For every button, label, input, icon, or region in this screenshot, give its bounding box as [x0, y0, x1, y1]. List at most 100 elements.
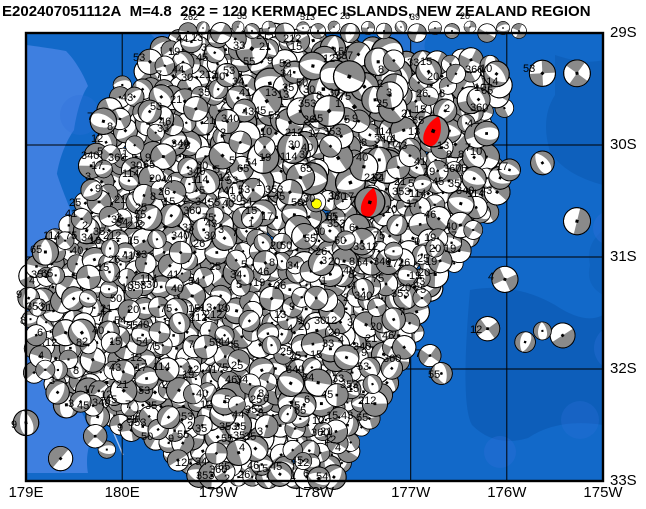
svg-text:3: 3	[201, 42, 207, 54]
svg-text:31S: 31S	[610, 248, 637, 265]
svg-text:26: 26	[274, 280, 286, 292]
svg-text:9: 9	[11, 419, 17, 431]
svg-text:40: 40	[213, 71, 225, 83]
svg-text:41: 41	[122, 250, 134, 262]
svg-text:7: 7	[97, 312, 103, 324]
svg-text:33: 33	[135, 249, 147, 261]
svg-text:8: 8	[258, 388, 264, 400]
svg-text:353: 353	[298, 98, 316, 110]
svg-text:55: 55	[221, 433, 233, 445]
svg-text:7: 7	[87, 111, 93, 123]
svg-text:53: 53	[357, 361, 369, 373]
svg-text:55: 55	[428, 369, 440, 381]
svg-text:340: 340	[221, 113, 239, 125]
svg-text:7: 7	[265, 468, 271, 480]
svg-text:212: 212	[103, 230, 121, 242]
svg-text:340: 340	[171, 138, 189, 150]
svg-text:360: 360	[183, 205, 201, 217]
svg-text:34: 34	[280, 68, 292, 80]
svg-text:9: 9	[145, 152, 151, 164]
svg-text:10: 10	[480, 63, 492, 75]
svg-text:65: 65	[412, 115, 424, 127]
svg-text:75: 75	[372, 273, 384, 285]
svg-text:3: 3	[257, 426, 263, 438]
svg-text:340: 340	[171, 230, 189, 242]
svg-text:30: 30	[303, 193, 315, 205]
svg-text:21: 21	[320, 426, 332, 438]
svg-text:13: 13	[277, 89, 289, 101]
svg-text:43: 43	[480, 185, 492, 197]
svg-text:360: 360	[383, 353, 401, 365]
svg-text:75: 75	[288, 400, 300, 412]
svg-text:30S: 30S	[610, 136, 637, 153]
svg-text:55: 55	[134, 209, 146, 221]
svg-text:54: 54	[188, 276, 200, 288]
svg-text:50: 50	[141, 431, 153, 443]
svg-text:8: 8	[458, 149, 464, 161]
svg-text:44: 44	[232, 409, 244, 421]
svg-text:5: 5	[229, 155, 235, 167]
svg-text:15: 15	[127, 235, 139, 247]
svg-text:35: 35	[145, 400, 157, 412]
svg-text:20: 20	[127, 304, 139, 316]
svg-text:4: 4	[350, 280, 356, 292]
svg-text:20: 20	[298, 321, 310, 333]
svg-text:65: 65	[300, 163, 312, 175]
svg-text:45: 45	[321, 389, 333, 401]
svg-text:20: 20	[328, 256, 340, 268]
svg-text:45: 45	[273, 191, 285, 203]
svg-text:20: 20	[370, 321, 382, 333]
svg-text:9: 9	[267, 55, 273, 67]
svg-text:19: 19	[409, 270, 421, 282]
svg-text:2: 2	[377, 78, 383, 90]
svg-text:19: 19	[444, 243, 456, 255]
svg-text:55: 55	[208, 197, 220, 209]
svg-text:340: 340	[354, 290, 372, 302]
svg-text:65: 65	[30, 244, 42, 256]
svg-text:30: 30	[204, 230, 216, 242]
svg-text:45: 45	[291, 455, 303, 467]
svg-text:114: 114	[122, 168, 140, 180]
svg-text:1: 1	[248, 218, 254, 230]
svg-text:53: 53	[138, 385, 150, 397]
svg-text:353: 353	[26, 301, 44, 313]
svg-text:212: 212	[364, 172, 382, 184]
svg-text:20: 20	[427, 71, 439, 83]
svg-text:17: 17	[308, 128, 320, 140]
svg-text:17: 17	[261, 211, 273, 223]
svg-text:44: 44	[161, 174, 173, 186]
svg-text:17: 17	[91, 160, 103, 172]
svg-text:75: 75	[148, 341, 160, 353]
svg-text:2: 2	[220, 127, 226, 139]
svg-text:10: 10	[324, 211, 336, 223]
svg-text:3: 3	[347, 317, 353, 329]
svg-text:2: 2	[82, 336, 88, 348]
svg-text:17: 17	[83, 384, 95, 396]
svg-text:35: 35	[198, 87, 210, 99]
svg-text:45: 45	[254, 105, 266, 117]
svg-text:46: 46	[247, 460, 259, 472]
svg-text:33: 33	[332, 373, 344, 385]
svg-text:4: 4	[287, 323, 293, 335]
svg-text:114: 114	[191, 174, 209, 186]
svg-text:360: 360	[470, 102, 488, 114]
svg-text:40: 40	[137, 319, 149, 331]
svg-text:44: 44	[172, 64, 184, 76]
svg-text:8: 8	[76, 337, 82, 349]
svg-text:13: 13	[218, 172, 230, 184]
svg-text:50: 50	[334, 235, 346, 247]
svg-text:12: 12	[470, 324, 482, 336]
svg-text:46: 46	[424, 209, 436, 221]
svg-text:114: 114	[43, 230, 61, 242]
svg-text:7: 7	[347, 50, 353, 62]
svg-text:30: 30	[288, 139, 300, 151]
svg-text:75: 75	[160, 303, 172, 315]
svg-text:19: 19	[423, 166, 435, 178]
svg-text:360: 360	[108, 152, 126, 164]
svg-text:5: 5	[233, 339, 239, 351]
svg-text:19: 19	[182, 369, 194, 381]
svg-text:26: 26	[108, 254, 120, 266]
svg-text:7: 7	[156, 69, 162, 81]
svg-text:21: 21	[170, 94, 182, 106]
svg-text:54: 54	[356, 257, 368, 269]
